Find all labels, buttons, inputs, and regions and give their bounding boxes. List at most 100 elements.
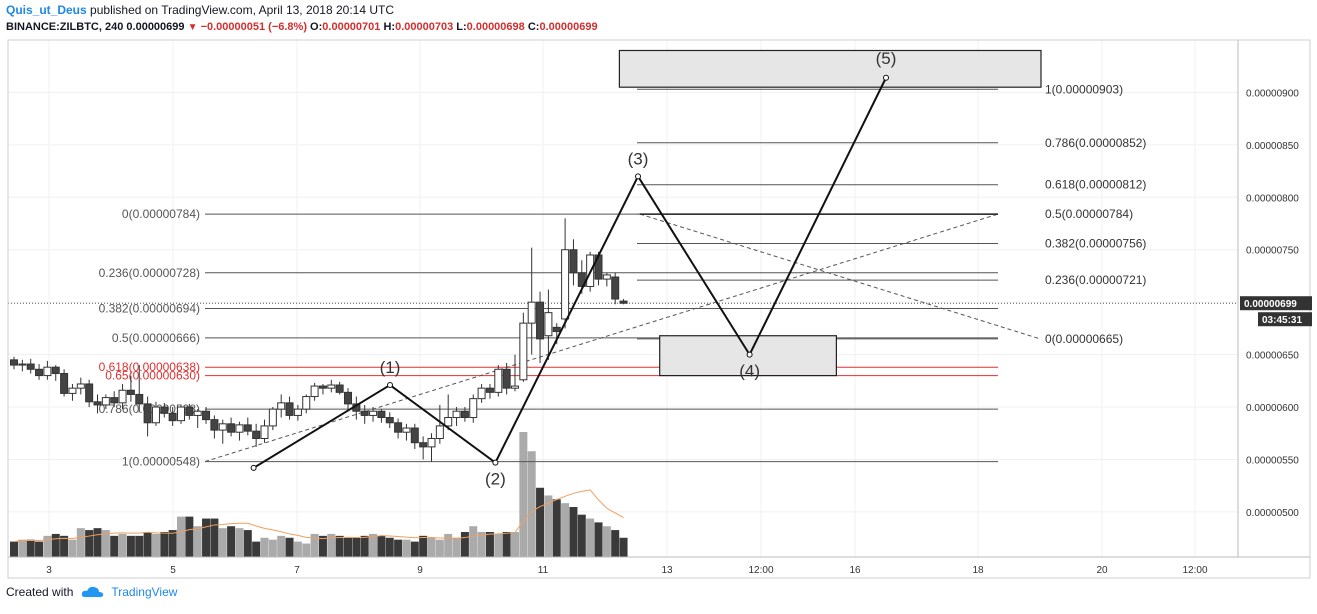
- wave-label: (2): [485, 470, 506, 489]
- volume-bar: [360, 535, 369, 557]
- fib-left-label: 0.236(0.00000728): [99, 266, 200, 280]
- volume-bar: [527, 451, 536, 557]
- last-price: 0.00000699: [126, 21, 185, 33]
- publish-line: Quis_ut_Deus published on TradingView.co…: [6, 3, 394, 17]
- volume-bar: [202, 518, 211, 557]
- tradingview-link[interactable]: TradingView: [111, 585, 178, 599]
- volume-bar: [511, 532, 519, 557]
- volume-bar: [427, 537, 436, 557]
- candle-body: [452, 410, 461, 419]
- candle-body: [68, 387, 77, 394]
- candle-body: [93, 401, 102, 406]
- candle-body: [569, 249, 578, 274]
- volume-bar: [369, 533, 378, 557]
- volume-bar: [35, 541, 44, 557]
- close-value: 0.00000699: [539, 21, 598, 33]
- open-value: 0.00000701: [322, 21, 381, 33]
- candle-body: [511, 385, 519, 389]
- candle-body: [335, 384, 344, 393]
- volume-bar: [43, 535, 52, 557]
- grid: [7, 39, 1239, 558]
- time-tick-label: 12:00: [1182, 565, 1207, 576]
- volume-bar: [210, 518, 219, 557]
- open-label: O:: [310, 21, 323, 33]
- price-tick-label: 0.00000900: [1246, 88, 1299, 99]
- wave-point: [883, 74, 889, 81]
- candle-body: [444, 417, 453, 427]
- candle-body: [235, 424, 244, 433]
- volume-bar: [101, 530, 110, 557]
- volume-ma-line: [13, 489, 624, 543]
- volume-bar: [60, 535, 69, 557]
- fib-left-label: 0.382(0.00000694): [99, 301, 200, 315]
- high-label: H:: [383, 21, 396, 33]
- volume-bar: [177, 516, 185, 557]
- candle-body: [318, 385, 327, 389]
- author-link[interactable]: Quis_ut_Deus: [6, 3, 87, 17]
- candle-body: [611, 276, 620, 300]
- volume-bar: [310, 533, 319, 557]
- volume-bar: [561, 503, 570, 557]
- last-price-badge: [1240, 296, 1312, 311]
- candle-body: [76, 383, 85, 389]
- candle-body: [85, 383, 94, 403]
- volume-bar: [327, 533, 336, 557]
- volume-bar: [611, 530, 620, 557]
- volume-bar: [243, 530, 252, 557]
- candle-body: [168, 412, 177, 422]
- candle-body: [126, 389, 135, 395]
- time-tick-label: 9: [417, 565, 423, 576]
- volume-bar: [344, 537, 352, 557]
- time-tick-label: 13: [661, 565, 673, 576]
- candle-body: [118, 389, 127, 404]
- candle-body: [18, 363, 27, 366]
- price-tick-label: 0.00000750: [1246, 246, 1299, 257]
- price-tick-label: 0.00000550: [1246, 455, 1299, 466]
- fib-right-label: 0(0.00000665): [1045, 332, 1123, 346]
- volume-bar: [352, 537, 361, 557]
- volume-bar: [68, 539, 77, 557]
- volume-bar: [460, 532, 469, 557]
- axes: 0.00000900 0.00000850 0.00000800 0.00000750…: [7, 39, 1312, 579]
- candle-body: [302, 396, 311, 410]
- candle-body: [285, 402, 294, 416]
- volume-bar: [143, 532, 152, 557]
- volume-bar: [536, 487, 545, 557]
- volume-bar: [552, 499, 561, 557]
- volume-bar: [519, 432, 528, 557]
- candle-body: [344, 391, 352, 405]
- volume-bar: [252, 541, 261, 557]
- candle-body: [160, 406, 169, 414]
- wave-label: (1): [380, 358, 401, 377]
- candle-body: [552, 326, 561, 333]
- candle-body: [135, 393, 144, 405]
- candle-body: [151, 406, 160, 424]
- candle-body: [360, 410, 369, 416]
- candle-body: [143, 403, 152, 424]
- volume-bars: [10, 432, 628, 557]
- time-tick-label: 7: [294, 565, 300, 576]
- symbol-line: BINANCE:ZILBTC, 240 0.00000699 ▼ −0.0000…: [6, 21, 598, 33]
- volume-bar: [594, 522, 603, 557]
- plot-frame: [7, 39, 1239, 558]
- candle-body: [602, 274, 611, 280]
- fib-left-label: 0(0.00000784): [122, 207, 200, 221]
- candle-body: [544, 312, 553, 337]
- volume-bar: [602, 526, 611, 557]
- time-tick-label: 3: [46, 565, 52, 576]
- volume-bar: [469, 526, 478, 557]
- candle-body: [110, 397, 119, 404]
- candle-body: [177, 406, 185, 422]
- time-tick-label: 20: [1096, 565, 1108, 576]
- fib-trend-dashed: [204, 213, 999, 463]
- time-tick-label: 16: [849, 565, 861, 576]
- volume-bar: [419, 535, 428, 557]
- fib-right-label: 0.382(0.00000756): [1045, 236, 1146, 250]
- volume-bar: [435, 539, 444, 557]
- volume-bar: [502, 532, 511, 557]
- fib-right-label: 1(0.00000903): [1045, 82, 1123, 96]
- candle-body: [193, 410, 202, 416]
- volume-bar: [277, 535, 286, 557]
- volume-bar: [586, 518, 595, 557]
